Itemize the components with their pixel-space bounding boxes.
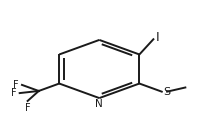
Text: N: N [95, 99, 103, 109]
Text: I: I [156, 31, 160, 44]
Text: F: F [13, 80, 19, 90]
Text: S: S [163, 87, 170, 97]
Text: F: F [25, 103, 31, 113]
Text: F: F [11, 88, 16, 98]
